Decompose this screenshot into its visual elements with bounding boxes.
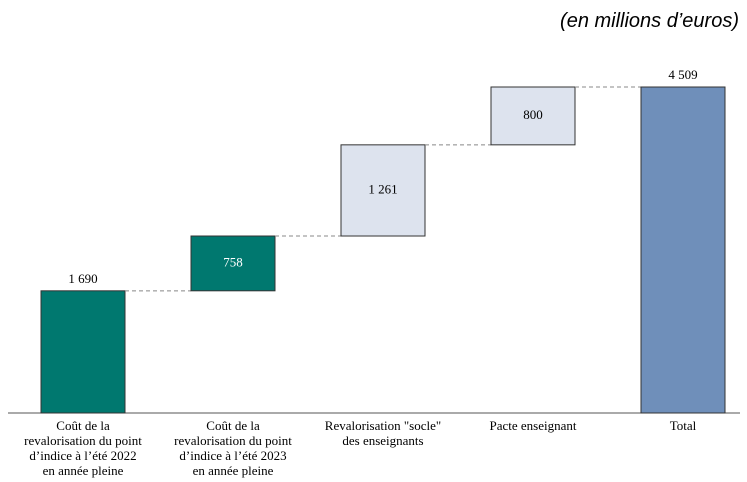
value-label: 800 — [523, 107, 543, 122]
bar — [340, 144, 426, 237]
x-tick-label: Revalorisation "socle" des enseignants — [324, 418, 442, 448]
x-tick-label: Coût de la revalorisation du point d’ind… — [24, 418, 142, 478]
x-tick-label: Pacte enseignant — [489, 418, 577, 433]
value-label: 1 261 — [368, 181, 397, 196]
bar — [640, 86, 726, 414]
value-label: 1 690 — [68, 271, 97, 286]
x-tick-label: Total — [669, 418, 697, 433]
bar — [40, 290, 126, 414]
bar — [190, 235, 276, 292]
value-label: 758 — [223, 254, 243, 269]
chart-subtitle: (en millions d’euros) — [560, 10, 739, 32]
bar — [490, 86, 576, 146]
value-label: 4 509 — [668, 67, 697, 82]
x-tick-label: Coût de la revalorisation du point d’ind… — [174, 418, 292, 478]
